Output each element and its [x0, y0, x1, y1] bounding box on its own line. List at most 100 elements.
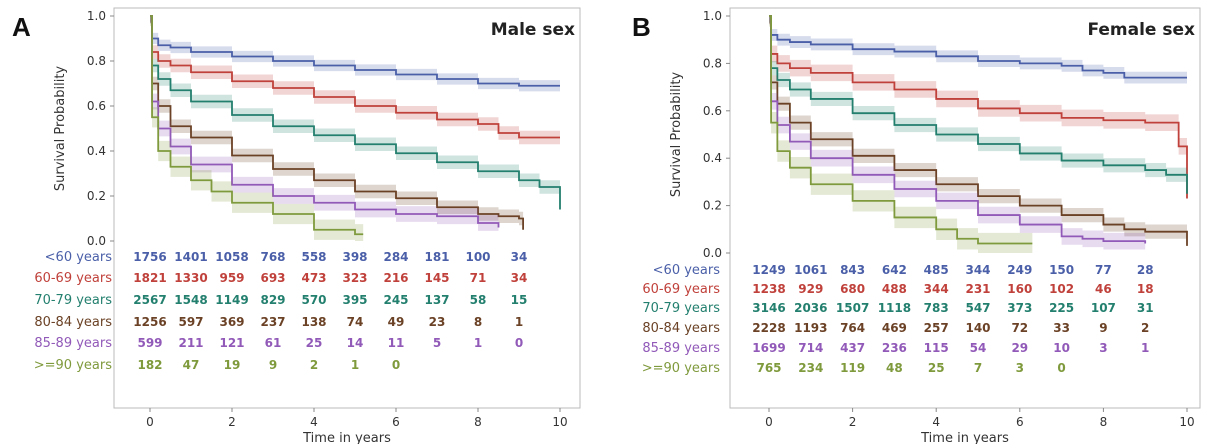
- at-risk-count: 107: [1091, 301, 1116, 315]
- y-tick-label: 0.0: [703, 246, 722, 260]
- series-5: [150, 15, 364, 241]
- survival-curve: [769, 15, 1187, 79]
- at-risk-count: 1061: [794, 263, 827, 277]
- at-risk-count: 100: [465, 250, 490, 264]
- at-risk-count: 765: [756, 361, 781, 375]
- risk-row-label: 85-89 years: [642, 341, 720, 356]
- at-risk-count: 150: [1049, 263, 1074, 277]
- plot-frame: [113, 7, 581, 409]
- at-risk-count: 398: [342, 250, 367, 264]
- at-risk-count: 231: [965, 282, 990, 296]
- at-risk-count: 18: [1137, 282, 1154, 296]
- at-risk-count: 959: [219, 271, 244, 285]
- x-tick-label: 6: [392, 415, 400, 429]
- at-risk-count: 181: [424, 250, 449, 264]
- at-risk-count: 8: [474, 315, 482, 329]
- at-risk-count: 49: [388, 315, 405, 329]
- x-tick-label: 4: [310, 415, 318, 429]
- at-risk-count: 0: [515, 336, 523, 350]
- y-tick-label: 0.8: [87, 54, 106, 68]
- at-risk-count: 245: [383, 293, 408, 307]
- at-risk-count: 1: [351, 358, 359, 372]
- at-risk-count: 3: [1016, 361, 1024, 375]
- x-tick-label: 2: [228, 415, 236, 429]
- at-risk-count: 19: [224, 358, 241, 372]
- at-risk-count: 25: [306, 336, 323, 350]
- at-risk-count: 1: [515, 315, 523, 329]
- at-risk-count: 2036: [794, 301, 827, 315]
- survival-curve: [150, 15, 364, 236]
- at-risk-count: 47: [183, 358, 200, 372]
- at-risk-count: 15: [511, 293, 528, 307]
- at-risk-count: 71: [470, 271, 487, 285]
- at-risk-count: 115: [924, 341, 949, 355]
- at-risk-count: 369: [219, 315, 244, 329]
- risk-row-label: <60 years: [45, 250, 113, 265]
- at-risk-count: 680: [840, 282, 865, 296]
- y-tick-label: 0.4: [87, 144, 106, 158]
- series-0: [150, 15, 560, 92]
- at-risk-count: 31: [1137, 301, 1154, 315]
- risk-row-label: 80-84 years: [34, 315, 112, 330]
- series-0: [769, 15, 1187, 84]
- at-risk-count: 72: [1011, 321, 1028, 335]
- survival-curve: [769, 15, 1188, 194]
- at-risk-count: 140: [965, 321, 990, 335]
- x-tick-label: 10: [552, 415, 567, 429]
- at-risk-count: 1821: [133, 271, 166, 285]
- at-risk-count: 46: [1095, 282, 1112, 296]
- confidence-band: [769, 16, 1187, 207]
- confidence-band: [150, 16, 499, 236]
- confidence-band: [769, 16, 1187, 201]
- at-risk-count: 102: [1049, 282, 1074, 296]
- at-risk-count: 558: [301, 250, 326, 264]
- confidence-band: [769, 16, 1146, 252]
- at-risk-count: 1: [474, 336, 482, 350]
- at-risk-count: 373: [1007, 301, 1032, 315]
- at-risk-count: 2: [310, 358, 318, 372]
- at-risk-count: 58: [470, 293, 487, 307]
- risk-row-label: <60 years: [653, 263, 721, 278]
- at-risk-count: 597: [178, 315, 203, 329]
- at-risk-count: 234: [798, 361, 823, 375]
- panel-title: Female sex: [1087, 20, 1195, 40]
- survival-curve: [150, 15, 560, 87]
- at-risk-count: 48: [886, 361, 903, 375]
- at-risk-count: 160: [1007, 282, 1032, 296]
- y-tick-label: 0.4: [703, 151, 722, 165]
- at-risk-count: 2228: [752, 321, 785, 335]
- at-risk-count: 1058: [215, 250, 248, 264]
- survival-curve: [769, 15, 1188, 246]
- at-risk-count: 3: [1099, 341, 1107, 355]
- at-risk-count: 3146: [752, 301, 785, 315]
- at-risk-count: 9: [1099, 321, 1107, 335]
- y-tick-label: 0.2: [87, 189, 106, 203]
- panel-letter: A: [12, 12, 31, 42]
- at-risk-count: 599: [137, 336, 162, 350]
- at-risk-count: 145: [424, 271, 449, 285]
- risk-row-label: 60-69 years: [642, 282, 720, 297]
- at-risk-count: 61: [265, 336, 282, 350]
- at-risk-count: 929: [798, 282, 823, 296]
- series-1: [769, 15, 1188, 207]
- at-risk-count: 284: [383, 250, 408, 264]
- at-risk-count: 0: [1057, 361, 1065, 375]
- series-5: [769, 15, 1033, 253]
- series-3: [150, 15, 524, 237]
- risk-row-label: 70-79 years: [34, 293, 112, 308]
- risk-row-label: 60-69 years: [34, 271, 112, 286]
- at-risk-count: 28: [1137, 263, 1154, 277]
- at-risk-count: 25: [928, 361, 945, 375]
- series-3: [769, 15, 1188, 253]
- at-risk-count: 1756: [133, 250, 166, 264]
- at-risk-count: 211: [178, 336, 203, 350]
- y-axis-label: Survival Probability: [53, 66, 68, 192]
- at-risk-count: 1: [1141, 341, 1149, 355]
- y-tick-label: 0.0: [87, 234, 106, 248]
- at-risk-count: 249: [1007, 263, 1032, 277]
- at-risk-count: 1249: [752, 263, 785, 277]
- risk-row-label: >=90 years: [642, 361, 720, 376]
- x-tick-label: 8: [1100, 415, 1108, 429]
- series-4: [769, 15, 1147, 252]
- panel-title: Male sex: [491, 20, 575, 40]
